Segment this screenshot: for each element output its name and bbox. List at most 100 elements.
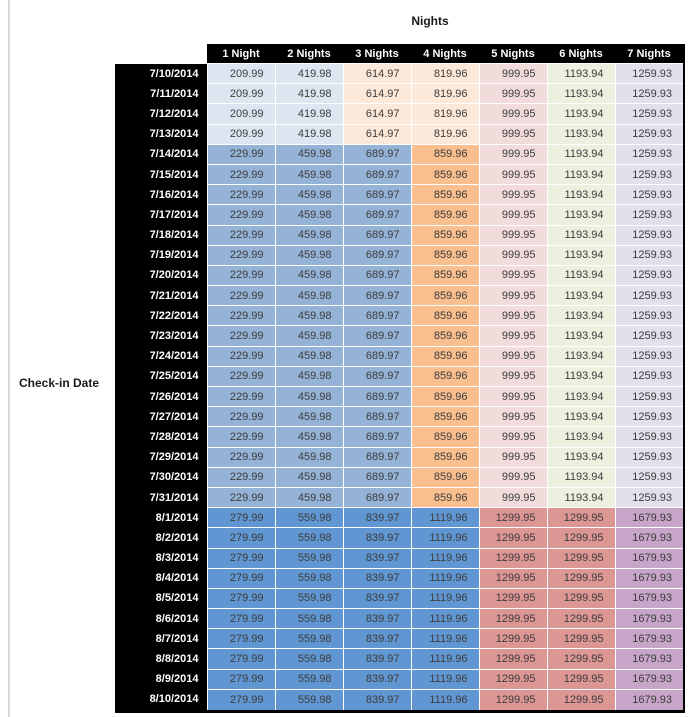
price-cell[interactable]: 1119.96 (410, 608, 480, 630)
price-cell[interactable]: 459.98 (274, 224, 344, 246)
date-cell[interactable]: 7/10/2014 (115, 63, 207, 84)
price-cell[interactable]: 559.98 (274, 507, 344, 529)
price-cell[interactable]: 859.96 (410, 466, 480, 488)
price-cell[interactable]: 1679.93 (614, 608, 685, 630)
date-cell[interactable]: 8/8/2014 (115, 648, 207, 670)
price-cell[interactable]: 459.98 (274, 345, 344, 367)
price-cell[interactable]: 1119.96 (410, 547, 480, 569)
date-cell[interactable]: 7/13/2014 (115, 124, 207, 145)
price-cell[interactable]: 1193.94 (546, 184, 616, 206)
column-header[interactable]: 7 Nights (615, 44, 684, 64)
price-cell[interactable]: 1259.93 (614, 264, 685, 287)
date-cell[interactable]: 7/20/2014 (115, 265, 207, 286)
price-cell[interactable]: 229.99 (206, 204, 276, 226)
price-cell[interactable]: 229.99 (206, 163, 276, 186)
price-cell[interactable]: 279.99 (206, 567, 276, 589)
price-cell[interactable]: 279.99 (206, 507, 276, 529)
price-cell[interactable]: 209.99 (206, 83, 276, 105)
price-cell[interactable]: 1259.93 (614, 224, 685, 246)
price-cell[interactable]: 614.97 (342, 103, 412, 125)
price-cell[interactable]: 1193.94 (546, 365, 616, 388)
price-cell[interactable]: 1259.93 (614, 244, 685, 266)
price-cell[interactable]: 1119.96 (410, 668, 480, 690)
price-cell[interactable]: 1193.94 (546, 123, 616, 145)
price-cell[interactable]: 999.95 (478, 486, 548, 509)
price-cell[interactable]: 689.97 (342, 486, 412, 509)
price-cell[interactable]: 229.99 (206, 406, 276, 428)
price-cell[interactable]: 1193.94 (546, 325, 616, 347)
price-cell[interactable]: 859.96 (410, 385, 480, 408)
price-cell[interactable]: 859.96 (410, 163, 480, 186)
date-cell[interactable]: 7/21/2014 (115, 285, 207, 306)
price-cell[interactable]: 689.97 (342, 466, 412, 488)
price-cell[interactable]: 859.96 (410, 184, 480, 206)
price-cell[interactable]: 559.98 (274, 668, 344, 690)
price-cell[interactable]: 279.99 (206, 688, 276, 712)
price-cell[interactable]: 999.95 (478, 143, 548, 165)
price-cell[interactable]: 459.98 (274, 163, 344, 186)
price-cell[interactable]: 459.98 (274, 486, 344, 509)
price-cell[interactable]: 689.97 (342, 163, 412, 186)
price-cell[interactable]: 614.97 (342, 62, 412, 85)
price-cell[interactable]: 559.98 (274, 608, 344, 630)
price-cell[interactable]: 999.95 (478, 123, 548, 145)
price-cell[interactable]: 999.95 (478, 62, 548, 85)
price-cell[interactable]: 1259.93 (614, 385, 685, 408)
price-cell[interactable]: 1679.93 (614, 507, 685, 529)
price-cell[interactable]: 459.98 (274, 285, 344, 307)
price-cell[interactable]: 279.99 (206, 648, 276, 670)
price-cell[interactable]: 999.95 (478, 466, 548, 488)
price-cell[interactable]: 1679.93 (614, 527, 685, 549)
price-cell[interactable]: 689.97 (342, 143, 412, 165)
price-cell[interactable]: 859.96 (410, 365, 480, 388)
price-cell[interactable]: 999.95 (478, 325, 548, 347)
price-cell[interactable]: 839.97 (342, 507, 412, 529)
price-cell[interactable]: 419.98 (274, 103, 344, 125)
price-cell[interactable]: 279.99 (206, 628, 276, 650)
price-cell[interactable]: 229.99 (206, 466, 276, 488)
price-cell[interactable]: 999.95 (478, 103, 548, 125)
price-cell[interactable]: 839.97 (342, 527, 412, 549)
date-cell[interactable]: 7/26/2014 (115, 386, 207, 407)
price-cell[interactable]: 1259.93 (614, 62, 685, 85)
price-cell[interactable]: 859.96 (410, 325, 480, 347)
date-cell[interactable]: 7/27/2014 (115, 406, 207, 427)
price-cell[interactable]: 1259.93 (614, 163, 685, 186)
price-cell[interactable]: 1259.93 (614, 285, 685, 307)
column-header[interactable]: 3 Nights (343, 44, 411, 64)
price-cell[interactable]: 1299.95 (478, 547, 548, 569)
price-cell[interactable]: 1299.95 (478, 628, 548, 650)
date-cell[interactable]: 7/15/2014 (115, 164, 207, 185)
price-cell[interactable]: 1259.93 (614, 143, 685, 165)
price-cell[interactable]: 559.98 (274, 547, 344, 569)
date-cell[interactable]: 8/2/2014 (115, 527, 207, 548)
price-cell[interactable]: 279.99 (206, 527, 276, 549)
price-cell[interactable]: 1193.94 (546, 446, 616, 468)
price-cell[interactable]: 1299.95 (546, 587, 616, 610)
price-cell[interactable]: 1193.94 (546, 244, 616, 266)
price-cell[interactable]: 859.96 (410, 426, 480, 448)
price-cell[interactable]: 559.98 (274, 527, 344, 549)
price-cell[interactable]: 419.98 (274, 123, 344, 145)
price-cell[interactable]: 1119.96 (410, 507, 480, 529)
price-cell[interactable]: 1259.93 (614, 486, 685, 509)
price-cell[interactable]: 1259.93 (614, 345, 685, 367)
price-cell[interactable]: 459.98 (274, 325, 344, 347)
date-cell[interactable]: 7/18/2014 (115, 225, 207, 246)
column-header[interactable]: 5 Nights (479, 44, 547, 64)
price-cell[interactable]: 1193.94 (546, 143, 616, 165)
price-cell[interactable]: 229.99 (206, 244, 276, 266)
price-cell[interactable]: 999.95 (478, 385, 548, 408)
price-cell[interactable]: 859.96 (410, 486, 480, 509)
price-cell[interactable]: 229.99 (206, 486, 276, 509)
price-cell[interactable]: 229.99 (206, 285, 276, 307)
price-cell[interactable]: 1119.96 (410, 648, 480, 670)
price-cell[interactable]: 1679.93 (614, 628, 685, 650)
price-cell[interactable]: 1679.93 (614, 688, 685, 712)
price-cell[interactable]: 1193.94 (546, 224, 616, 246)
price-cell[interactable]: 859.96 (410, 143, 480, 165)
price-cell[interactable]: 819.96 (410, 83, 480, 105)
price-cell[interactable]: 1299.95 (546, 527, 616, 549)
price-cell[interactable]: 859.96 (410, 204, 480, 226)
price-cell[interactable]: 999.95 (478, 406, 548, 428)
